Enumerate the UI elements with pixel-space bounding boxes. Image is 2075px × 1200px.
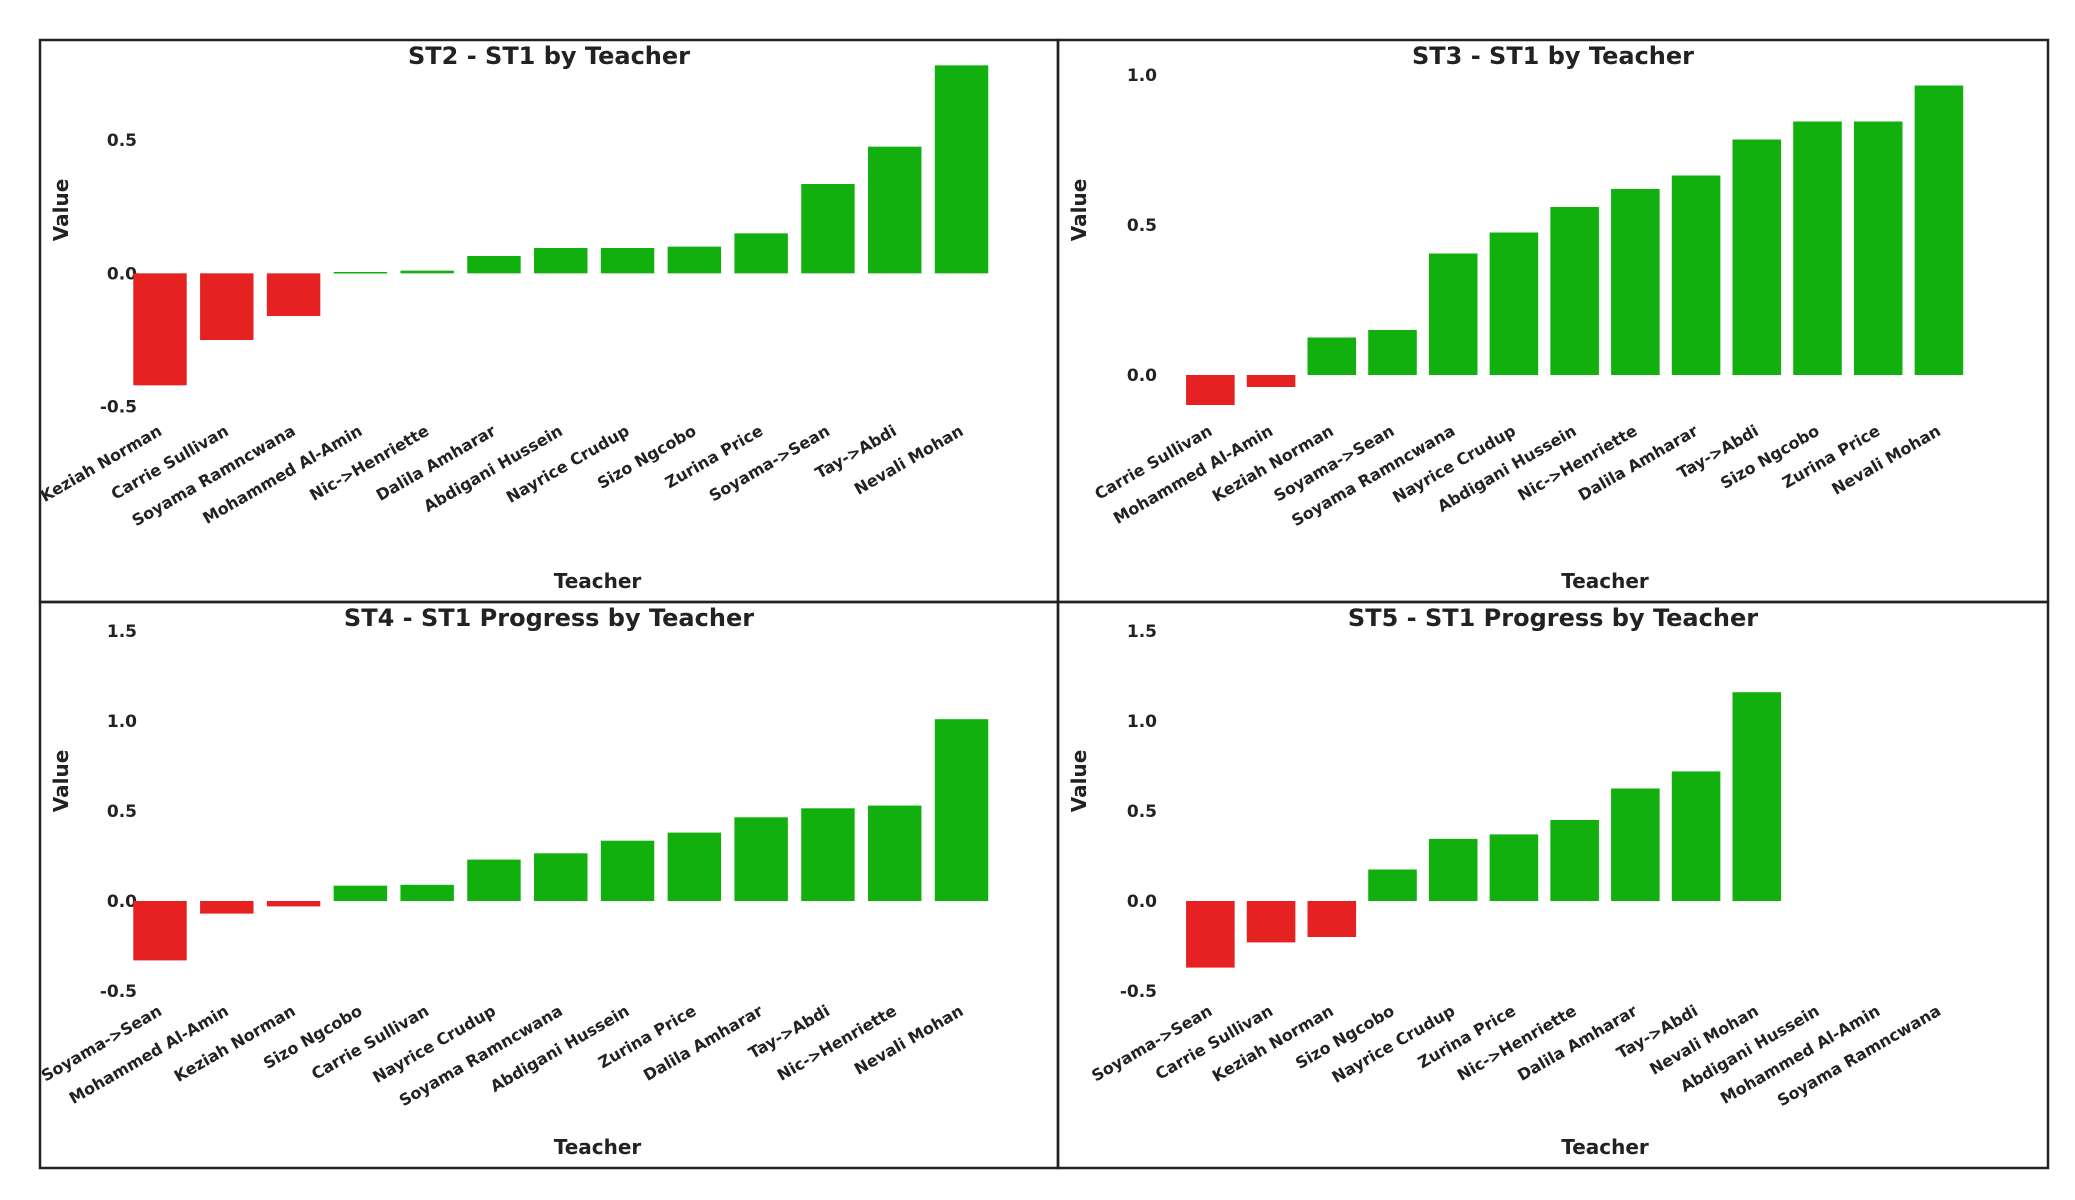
bar [467, 859, 521, 901]
bar [1307, 337, 1357, 375]
y-axis-label: Value [1067, 750, 1091, 813]
bar [333, 885, 388, 901]
bar [1914, 85, 1964, 375]
bar [200, 273, 254, 340]
bar [266, 273, 321, 316]
bar [1793, 121, 1842, 375]
x-tick-label: Keziah Norman [37, 421, 165, 506]
y-tick-label: -0.5 [100, 398, 137, 418]
y-axis-label: Value [49, 750, 73, 813]
y-tick-label: -0.5 [1120, 982, 1157, 1002]
y-tick-label: 1.0 [1127, 66, 1157, 86]
bar [600, 248, 655, 274]
bar [801, 184, 855, 274]
y-axis-label: Value [49, 179, 73, 242]
x-axis-label: Teacher [1561, 569, 1649, 593]
bar [200, 901, 254, 914]
y-tick-label: 0.0 [1127, 892, 1157, 912]
bar [1489, 232, 1539, 375]
bar [1428, 838, 1478, 901]
bar [667, 832, 722, 901]
chart-panel-4: ST5 - ST1 Progress by Teacher Value -0.5 0.… [1056, 600, 2050, 1170]
bar [1732, 692, 1782, 901]
bar [1671, 175, 1721, 375]
bar [133, 273, 187, 386]
bar [1428, 253, 1478, 375]
bar [1611, 189, 1660, 375]
x-tick-label: Nevali Mohan [1828, 421, 1944, 499]
bar [934, 719, 989, 901]
chart-panel-2: ST3 - ST1 by TeacherValue0.00.51.0Carrie… [1056, 38, 2050, 604]
bar [801, 808, 855, 901]
bar [1368, 869, 1417, 901]
bar [266, 901, 321, 907]
chart-title: ST2 - ST1 by Teacher [408, 42, 690, 70]
y-tick-label: 0.5 [107, 802, 137, 822]
x-tick-label: Dalila Amharar [640, 1001, 766, 1085]
y-tick-label: 0.0 [107, 892, 137, 912]
bar [1368, 330, 1417, 375]
bar [1246, 901, 1296, 943]
bar [734, 817, 788, 901]
bar [734, 233, 788, 274]
chart-panel-3: ST4 - ST1 Progress by Teacher Value -0.5 0.… [38, 600, 1060, 1170]
bar [534, 853, 588, 901]
bar [1550, 207, 1599, 375]
bar [467, 256, 521, 274]
bar [1246, 375, 1296, 387]
x-tick-label: Nic->Henriette [774, 1001, 900, 1085]
bar [1732, 139, 1782, 375]
bar [400, 884, 454, 901]
y-tick-label: 1.5 [107, 622, 137, 642]
bar [1853, 121, 1903, 375]
bar [1186, 375, 1235, 405]
y-tick-label: 0.0 [1127, 366, 1157, 386]
bar [333, 272, 388, 274]
x-axis-label: Teacher [554, 1135, 642, 1159]
x-tick-label: Nic->Henriette [306, 421, 432, 505]
chart-title: ST5 - ST1 Progress by Teacher [1348, 604, 1758, 632]
y-tick-label: 0.5 [1127, 216, 1157, 236]
bar [868, 805, 922, 901]
y-tick-label: 0.0 [107, 264, 137, 284]
x-axis-label: Teacher [554, 569, 642, 593]
bar [1489, 834, 1539, 901]
y-tick-label: -0.5 [100, 982, 137, 1002]
panel-frame [1056, 600, 2050, 1170]
bar [1186, 901, 1235, 968]
bar [600, 840, 655, 901]
x-axis-label: Teacher [1561, 1135, 1649, 1159]
bar [534, 248, 588, 274]
y-tick-label: 1.0 [1127, 712, 1157, 732]
x-tick-label: Nayrice Crudup [503, 421, 633, 507]
bar [400, 270, 454, 274]
bar [1550, 820, 1599, 901]
y-tick-label: 0.5 [107, 131, 137, 151]
panel-frame [38, 38, 1060, 604]
bar [133, 901, 187, 961]
bar [934, 65, 989, 274]
chart-panel-1: ST2 - ST1 by Teacher Value -0.5 0.0 0.5 Kezia… [37, 38, 1060, 604]
y-tick-label: 1.0 [107, 712, 137, 732]
chart-title: ST4 - ST1 Progress by Teacher [344, 604, 754, 632]
bar [868, 146, 922, 274]
bar [1307, 901, 1357, 937]
y-axis-label: Value [1067, 179, 1091, 242]
chart-title: ST3 - ST1 by Teacher [1412, 42, 1694, 70]
x-tick-label: Keziah Norman [171, 1001, 299, 1086]
bar [667, 246, 722, 274]
bar [1671, 771, 1721, 901]
bar [1611, 788, 1660, 901]
y-tick-label: 0.5 [1127, 802, 1157, 822]
y-tick-label: 1.5 [1127, 622, 1157, 642]
x-tick-label: Soyama->Sean [706, 421, 833, 505]
